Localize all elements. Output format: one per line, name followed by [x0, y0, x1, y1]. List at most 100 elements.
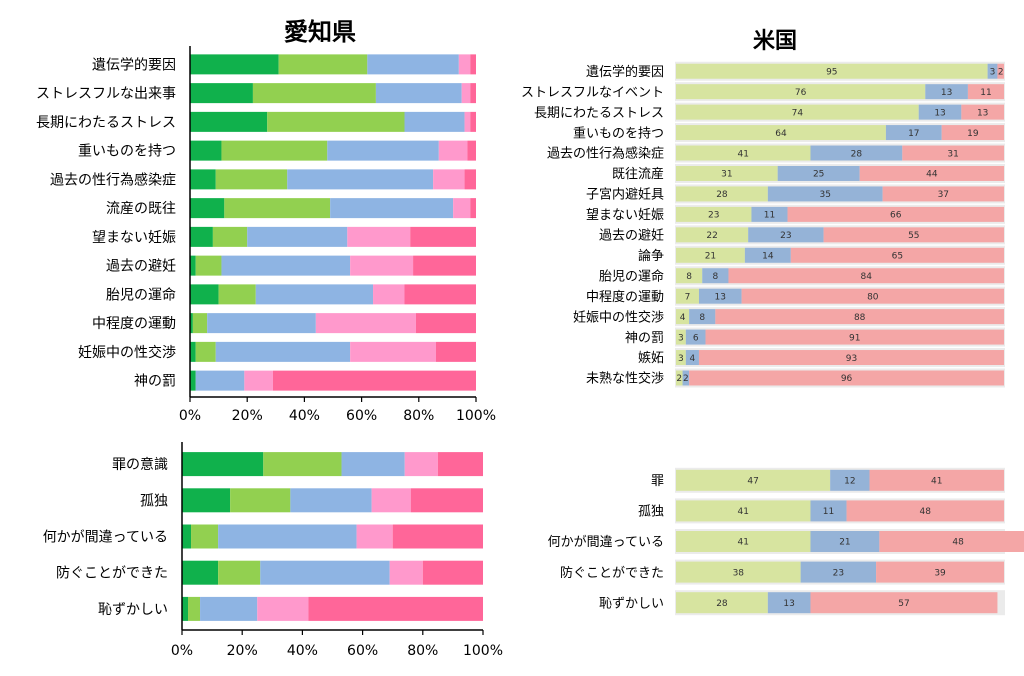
bar-segment-s1 — [676, 329, 686, 345]
bar-segment-s4 — [458, 54, 471, 75]
bar-segment-s3 — [689, 370, 1004, 386]
data-label: 3 — [990, 67, 996, 77]
x-tick-label: 80% — [403, 408, 434, 424]
x-tick-label: 0% — [179, 408, 201, 424]
category-label: 流産の既往 — [106, 201, 176, 217]
data-label: 2 — [683, 374, 689, 384]
bar-segment-s5 — [470, 198, 476, 219]
bar-segment-s5 — [470, 111, 476, 132]
data-label: 21 — [839, 538, 850, 548]
category-label: 重いものを持つ — [573, 125, 664, 141]
bar-segment-s4 — [404, 452, 438, 477]
bar-segment-s1 — [182, 488, 231, 513]
bar-segment-s1 — [676, 500, 811, 522]
data-label: 3 — [678, 354, 684, 364]
bar-segment-s3 — [200, 596, 258, 621]
bar-segment-s3 — [247, 226, 348, 247]
bar-segment-s2 — [702, 268, 729, 284]
bar-segment-s2 — [230, 488, 291, 513]
bar-segment-s5 — [392, 524, 483, 549]
bar-segment-s2 — [767, 592, 811, 614]
bar-segment-s4 — [433, 169, 465, 190]
x-tick-label: 40% — [287, 643, 318, 659]
data-label: 2 — [676, 374, 682, 384]
bar-segment-s3 — [846, 500, 1004, 522]
data-label: 47 — [747, 477, 758, 487]
bar-segment-s2 — [218, 560, 261, 585]
category-label: 遺伝学的要因 — [92, 57, 176, 73]
x-tick-label: 60% — [346, 408, 377, 424]
bar-segment-s4 — [350, 341, 436, 362]
data-label: 28 — [851, 149, 863, 159]
bar-segment-s2 — [188, 596, 201, 621]
category-label: 何かが間違っている — [548, 534, 664, 550]
x-tick-label: 20% — [232, 408, 263, 424]
category-label: 胎児の運命 — [106, 286, 176, 303]
bar-segment-s3 — [375, 83, 462, 104]
bar-segment-s2 — [212, 226, 248, 247]
bar-segment-s4 — [438, 140, 468, 161]
data-label: 8 — [699, 313, 705, 323]
category-label: 望まない妊娠 — [586, 207, 664, 223]
bar-segment-s5 — [435, 341, 476, 362]
bar-segment-s3 — [367, 54, 459, 75]
bar-segment-s5 — [470, 54, 476, 75]
data-label: 23 — [708, 211, 719, 221]
bar-segment-s2 — [263, 452, 342, 477]
data-label: 48 — [920, 507, 932, 517]
category-label: 防ぐことができた — [56, 566, 168, 582]
bar-segment-s5 — [413, 255, 476, 276]
data-label: 19 — [967, 129, 979, 139]
category-label: 論争 — [638, 248, 664, 264]
bar-segment-s2 — [218, 284, 256, 305]
data-label: 93 — [846, 354, 857, 364]
bar-segment-s1 — [676, 370, 683, 386]
category-label: 中程度の運動 — [92, 316, 176, 332]
bar-segment-s3 — [859, 165, 1004, 181]
category-label: 過去の避妊 — [599, 229, 664, 244]
data-label: 39 — [934, 568, 946, 578]
data-label: 7 — [685, 292, 691, 302]
bar-segment-s4 — [464, 111, 471, 132]
bar-segment-s1 — [190, 226, 213, 247]
bar-segment-s3 — [255, 284, 374, 305]
data-label: 80 — [867, 292, 879, 302]
data-label: 6 — [693, 333, 699, 343]
bar-segment-s5 — [415, 313, 476, 334]
bar-segment-s1 — [190, 370, 196, 391]
bar-segment-s4 — [371, 488, 411, 513]
category-label: 過去の性行為感染症 — [547, 146, 664, 162]
data-label: 95 — [826, 67, 837, 77]
bar-segment-s2 — [224, 198, 331, 219]
bar-segment-s2 — [918, 104, 962, 120]
bar-segment-s3 — [341, 452, 405, 477]
bar-segment-s5 — [437, 452, 483, 477]
category-label: 過去の性行為感染症 — [50, 171, 176, 188]
bar-segment-s3 — [810, 592, 998, 614]
bar-segment-s2 — [744, 247, 791, 263]
bar-segment-s3 — [787, 206, 1004, 222]
bar-segment-s1 — [676, 309, 690, 325]
us-title: 米国 — [753, 29, 797, 54]
bar-segment-s2 — [215, 169, 288, 190]
data-label: 13 — [715, 292, 726, 302]
data-label: 91 — [849, 333, 860, 343]
category-label: 妊娠中の性交渉 — [573, 309, 664, 325]
bar-segment-s2 — [885, 125, 942, 141]
bar-segment-s3 — [218, 524, 357, 549]
bar-segment-s2 — [698, 288, 742, 304]
bar-segment-s4 — [315, 313, 416, 334]
bar-segment-s5 — [410, 488, 483, 513]
bar-segment-s1 — [676, 104, 919, 120]
bar-segment-s1 — [190, 54, 279, 75]
category-label: 孤独 — [140, 493, 168, 509]
bar-segment-s2 — [830, 469, 870, 491]
category-label: 胎児の運命 — [599, 268, 664, 284]
data-label: 12 — [844, 477, 855, 487]
bar-segment-s1 — [676, 561, 801, 583]
bar-segment-s4 — [350, 255, 414, 276]
bar-segment-s2 — [925, 84, 968, 100]
bar-segment-s3 — [882, 186, 1004, 202]
bar-segment-s1 — [182, 452, 264, 477]
data-label: 28 — [716, 190, 728, 200]
